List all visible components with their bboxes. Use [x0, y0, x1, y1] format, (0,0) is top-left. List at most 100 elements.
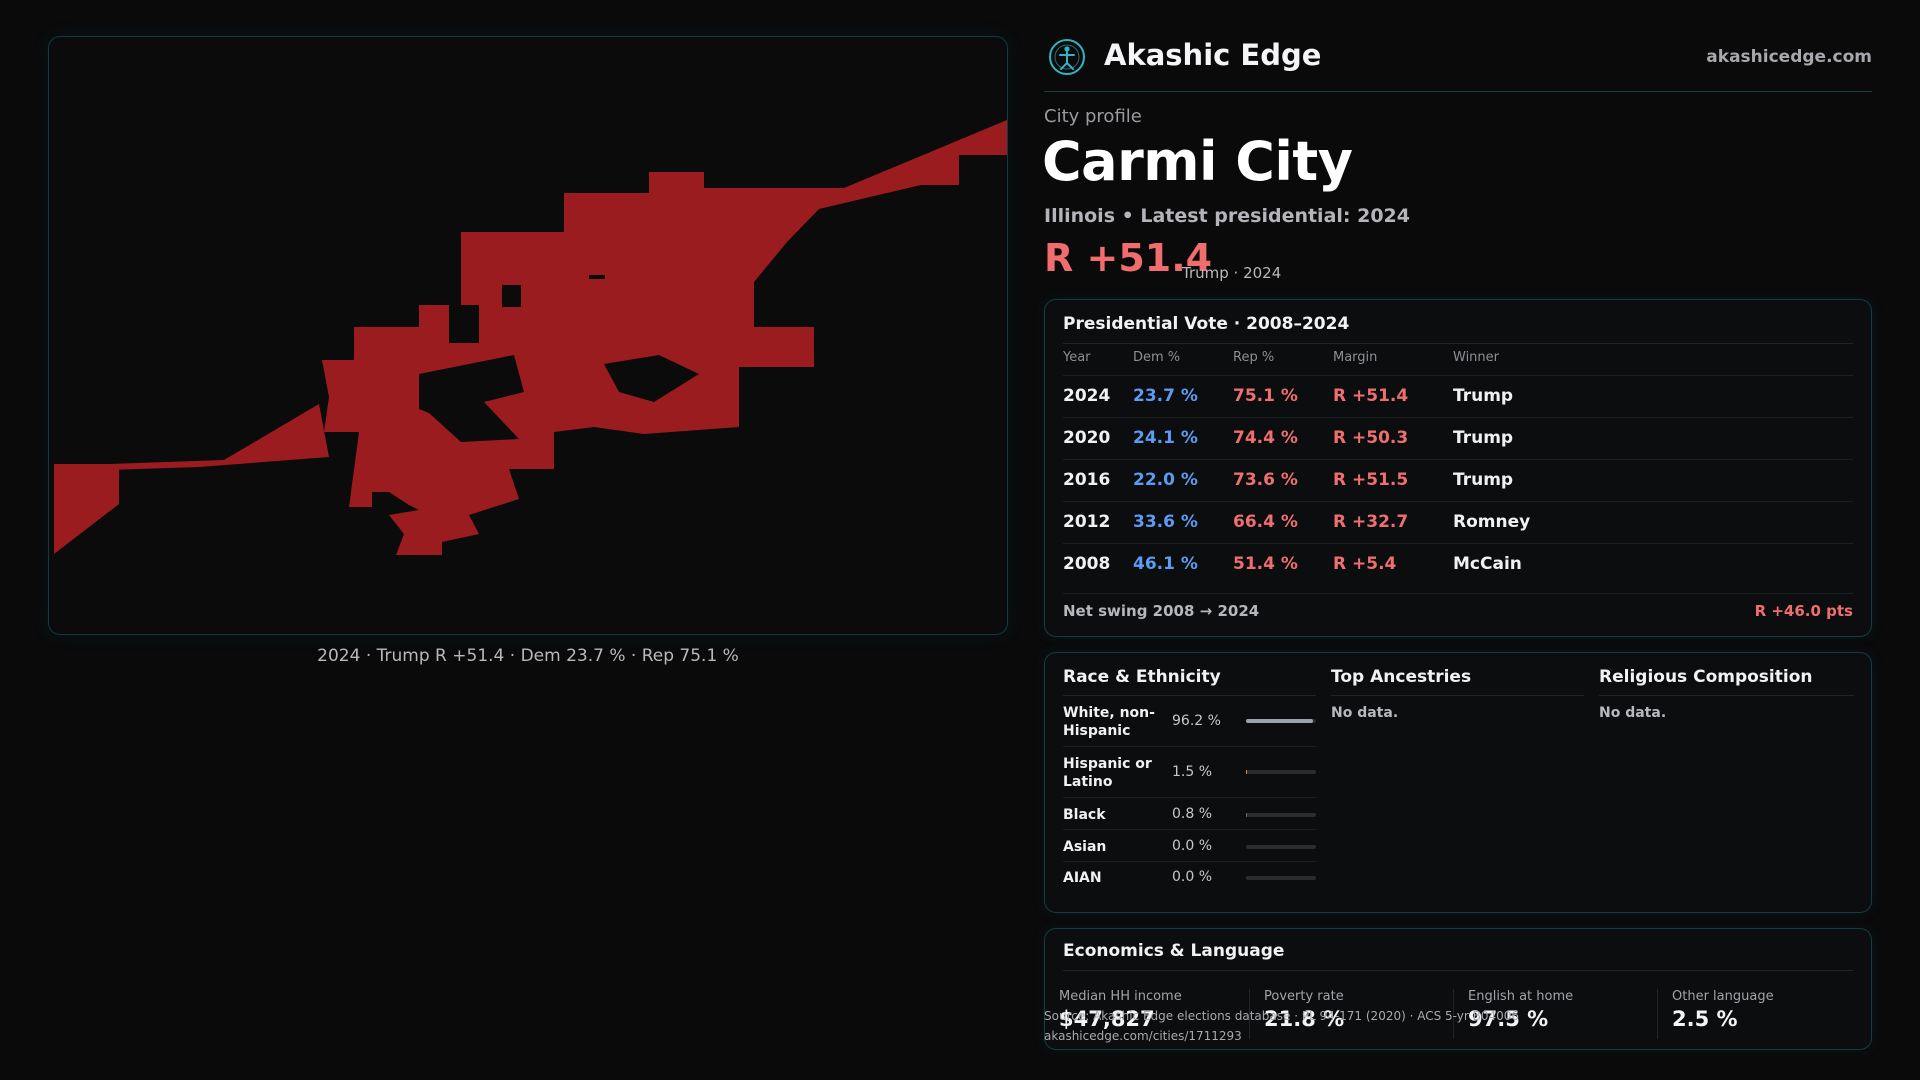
cell-year: 2008	[1063, 554, 1111, 574]
city-margin: R +51.4	[1044, 236, 1213, 280]
cell-rep: 51.4 %	[1233, 554, 1298, 574]
religion-section: Religious Composition No data.	[1599, 667, 1854, 721]
cell-winner: Romney	[1453, 512, 1531, 532]
cell-margin: R +50.3	[1333, 428, 1409, 448]
page-title: Carmi City	[1042, 130, 1353, 193]
globe-figure-icon[interactable]	[1048, 38, 1086, 76]
stat-value: $47,827	[1059, 1007, 1155, 1031]
cell-margin: R +51.4	[1333, 386, 1409, 406]
map-caption: 2024 · Trump R +51.4 · Dem 23.7 % · Rep …	[317, 646, 739, 666]
net-swing-value: R +46.0 pts	[1754, 602, 1853, 620]
cell-year: 2016	[1063, 470, 1111, 490]
stat-english-at-home: English at home 97.5 %	[1453, 989, 1657, 1039]
race-bar-fill	[1246, 813, 1248, 817]
stat-other-language: Other language 2.5 %	[1657, 989, 1861, 1039]
map-holes	[419, 275, 699, 549]
race-row: White, non-Hispanic 96.2 %	[1063, 696, 1316, 747]
cell-margin: R +5.4	[1333, 554, 1397, 574]
source-text: Source: Akashic Edge elections database …	[1044, 1009, 1520, 1023]
race-bar-fill	[1246, 770, 1248, 774]
race-ethnicity-title: Race & Ethnicity	[1063, 667, 1316, 696]
ancestries-empty: No data.	[1331, 705, 1399, 721]
stat-label: English at home	[1468, 989, 1574, 1004]
cell-year: 2024	[1063, 386, 1111, 406]
cell-dem: 46.1 %	[1133, 554, 1198, 574]
header-margin: Margin	[1333, 350, 1378, 365]
city-boundary-shape	[54, 120, 1007, 555]
divider	[1063, 343, 1853, 344]
presidential-vote-card: Presidential Vote · 2008–2024 Year Dem %…	[1044, 299, 1872, 637]
stat-label: Poverty rate	[1264, 989, 1344, 1004]
stat-median-income: Median HH income $47,827	[1045, 989, 1249, 1039]
race-row: AIAN 0.0 %	[1063, 862, 1316, 892]
cell-rep: 73.6 %	[1233, 470, 1298, 490]
header-dem: Dem %	[1133, 350, 1181, 365]
table-row: 2016 22.0 % 73.6 % R +51.5 Trump	[1063, 459, 1853, 501]
divider	[1063, 970, 1853, 971]
religion-title: Religious Composition	[1599, 667, 1854, 696]
cell-rep: 74.4 %	[1233, 428, 1298, 448]
stat-value: 21.8 %	[1264, 1007, 1345, 1031]
ancestries-section: Top Ancestries No data.	[1331, 667, 1584, 721]
race-bar	[1246, 845, 1316, 849]
race-bar-fill	[1246, 719, 1314, 723]
ancestries-title: Top Ancestries	[1331, 667, 1584, 696]
city-boundary-map[interactable]	[48, 36, 1008, 635]
vote-table-body: 2024 23.7 % 75.1 % R +51.4 Trump 2020 24…	[1063, 375, 1853, 585]
race-row: Black 0.8 %	[1063, 798, 1316, 830]
header-rep: Rep %	[1233, 350, 1275, 365]
vote-table-header: Year Dem % Rep % Margin Winner	[1063, 350, 1853, 374]
race-pct: 96.2 %	[1172, 713, 1221, 729]
race-label: White, non-Hispanic	[1063, 705, 1155, 739]
race-bar	[1246, 813, 1316, 817]
brand-url-link[interactable]: akashicedge.com	[1706, 47, 1872, 67]
cell-dem: 24.1 %	[1133, 428, 1198, 448]
stat-value: 97.5 %	[1468, 1007, 1549, 1031]
cell-dem: 22.0 %	[1133, 470, 1198, 490]
race-label: Black	[1063, 807, 1106, 823]
stat-label: Other language	[1672, 989, 1774, 1004]
cell-winner: Trump	[1453, 470, 1514, 490]
map-canvas	[54, 120, 1007, 555]
table-row: 2024 23.7 % 75.1 % R +51.4 Trump	[1063, 375, 1853, 417]
source-footnote: Source: Akashic Edge elections database …	[1044, 1006, 1519, 1046]
race-row: Asian 0.0 %	[1063, 830, 1316, 862]
race-bar	[1246, 876, 1316, 880]
table-row: 2008 46.1 % 51.4 % R +5.4 McCain	[1063, 543, 1853, 585]
cell-year: 2020	[1063, 428, 1111, 448]
net-swing-label: Net swing 2008 → 2024	[1063, 602, 1260, 620]
race-bar	[1246, 770, 1316, 774]
demographics-card: Race & Ethnicity White, non-Hispanic 96.…	[1044, 652, 1872, 913]
cell-rep: 75.1 %	[1233, 386, 1298, 406]
stat-value: 2.5 %	[1672, 1007, 1738, 1031]
brand-header: Akashic Edge akashicedge.com	[1044, 36, 1872, 92]
cell-dem: 33.6 %	[1133, 512, 1198, 532]
race-label: Asian	[1063, 839, 1107, 855]
cell-dem: 23.7 %	[1133, 386, 1198, 406]
cell-winner: Trump	[1453, 386, 1514, 406]
cell-winner: Trump	[1453, 428, 1514, 448]
vote-card-title: Presidential Vote · 2008–2024	[1063, 314, 1350, 334]
race-pct: 0.0 %	[1172, 838, 1213, 854]
cell-margin: R +32.7	[1333, 512, 1409, 532]
economics-title: Economics & Language	[1063, 941, 1285, 961]
page-eyebrow: City profile	[1044, 106, 1142, 127]
race-label: Hispanic or Latino	[1063, 756, 1152, 790]
race-pct: 0.8 %	[1172, 806, 1213, 822]
source-link[interactable]: akashicedge.com/cities/1711293	[1044, 1029, 1242, 1043]
cell-margin: R +51.5	[1333, 470, 1409, 490]
header-year: Year	[1063, 350, 1091, 365]
cell-year: 2012	[1063, 512, 1111, 532]
stat-poverty-rate: Poverty rate 21.8 %	[1249, 989, 1453, 1039]
city-margin-note: Trump · 2024	[1182, 264, 1282, 282]
divider	[1063, 593, 1853, 594]
race-bar	[1246, 719, 1316, 723]
race-label: AIAN	[1063, 870, 1102, 886]
cell-winner: McCain	[1453, 554, 1522, 574]
race-pct: 1.5 %	[1172, 764, 1213, 780]
race-row: Hispanic or Latino 1.5 %	[1063, 747, 1316, 798]
city-subtitle: Illinois • Latest presidential: 2024	[1044, 205, 1411, 227]
brand-name: Akashic Edge	[1104, 38, 1322, 72]
race-ethnicity-section: Race & Ethnicity White, non-Hispanic 96.…	[1063, 667, 1316, 892]
cell-rep: 66.4 %	[1233, 512, 1298, 532]
